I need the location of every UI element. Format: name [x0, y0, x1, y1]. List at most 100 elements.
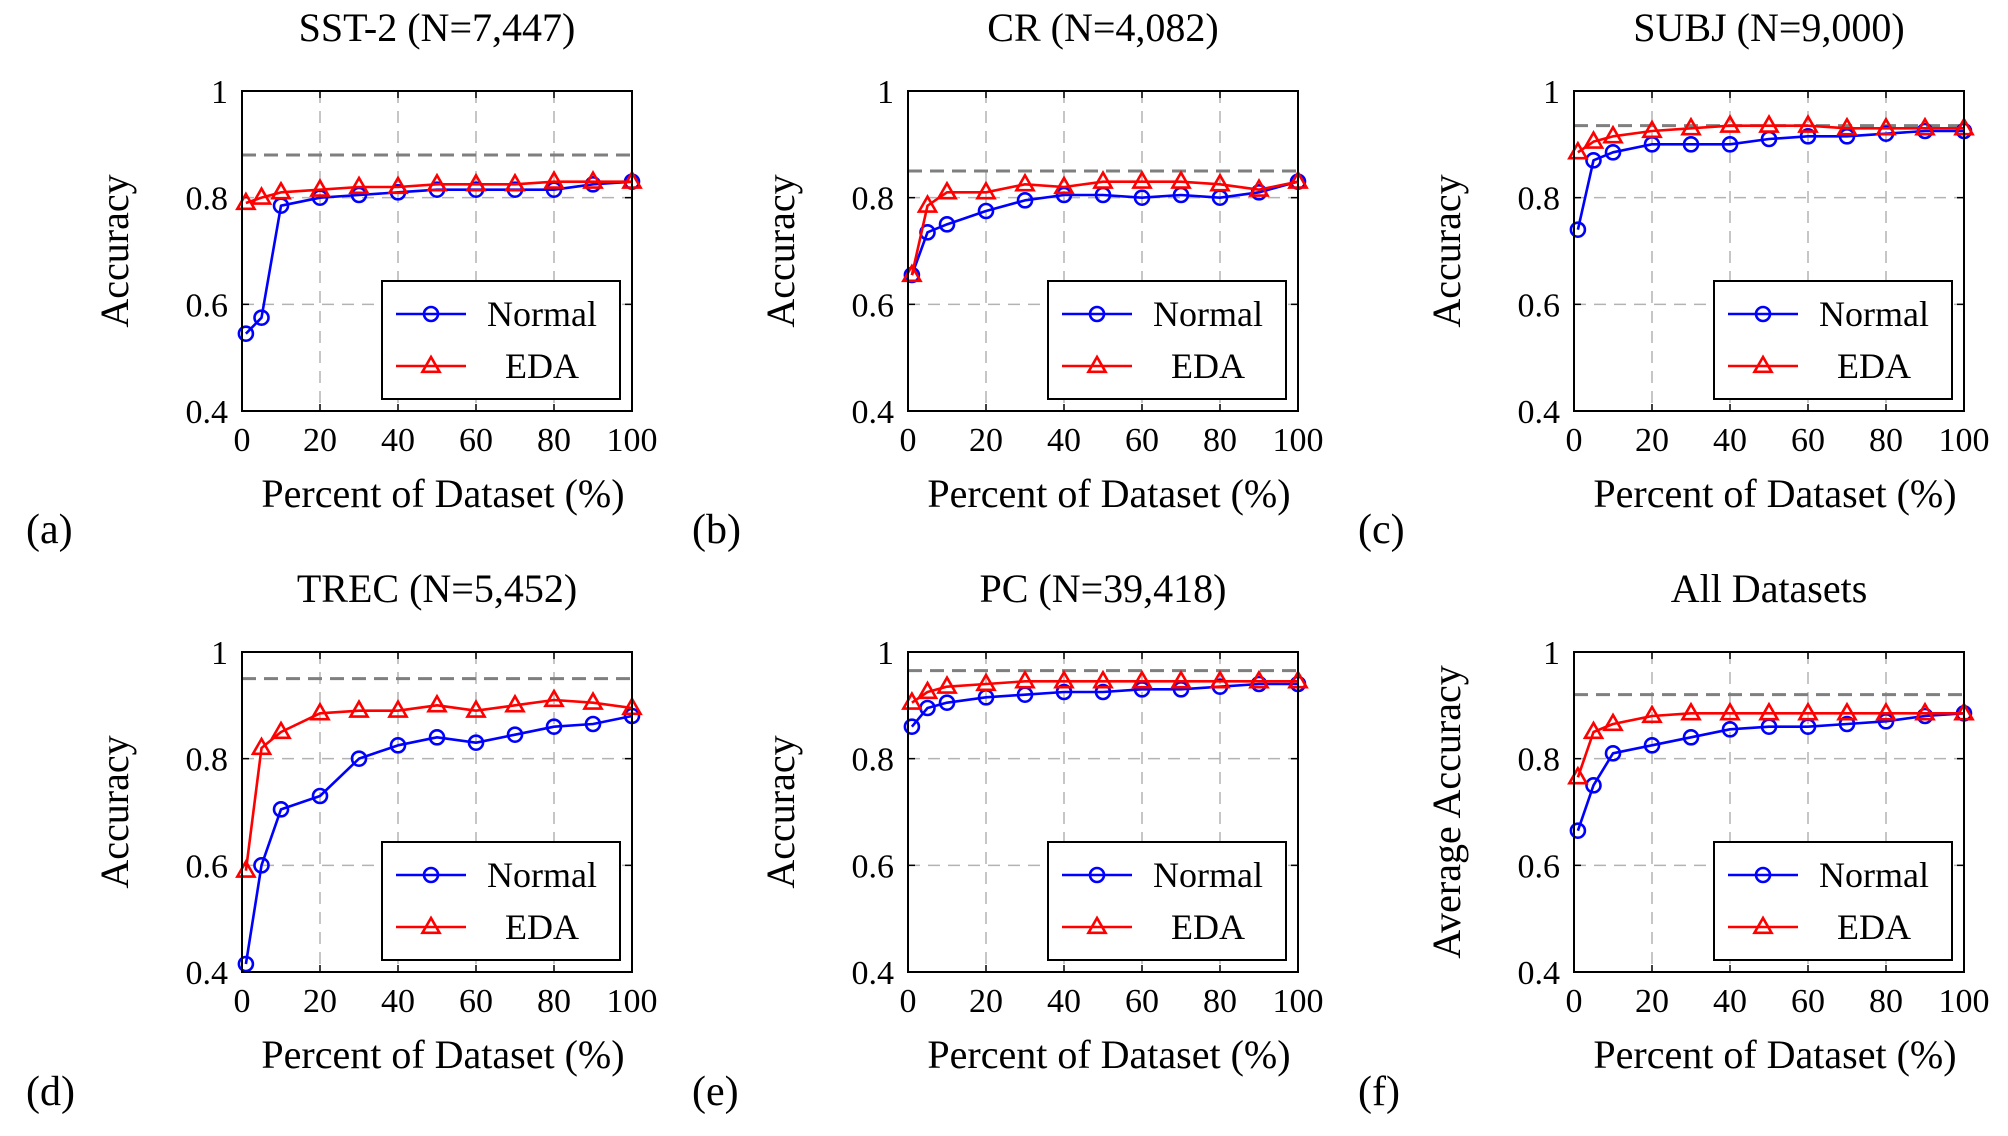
data-point-normal — [1721, 721, 1739, 738]
data-point-eda — [1914, 701, 1936, 721]
y-tick-label: 0.8 — [852, 181, 895, 218]
data-point-eda — [1209, 172, 1231, 192]
data-point-normal — [428, 729, 446, 746]
data-point-normal — [389, 737, 407, 754]
data-point-normal — [1643, 737, 1661, 754]
data-point-normal — [253, 309, 270, 326]
panel-label-a: (a) — [26, 507, 73, 553]
data-point-normal — [545, 718, 563, 735]
x-tick-label: 40 — [381, 983, 415, 1020]
y-tick-label: 0.6 — [1518, 848, 1561, 885]
panel-label-b: (b) — [692, 507, 741, 553]
legend-marker — [1086, 354, 1108, 374]
plot-frame — [1573, 90, 1965, 412]
legend-entry-normal: Normal — [1728, 855, 1929, 895]
x-tick-label: 40 — [1713, 983, 1747, 1020]
x-axis-label: Percent of Dataset (%) — [927, 471, 1290, 516]
y-axis-label: Accuracy — [758, 735, 803, 888]
panel-label-c: (c) — [1358, 507, 1405, 553]
data-point-normal — [938, 216, 956, 233]
y-axis-label: Accuracy — [92, 174, 137, 327]
series-normal — [1569, 122, 1973, 238]
data-point-eda — [543, 688, 565, 708]
chart-3: 0 20 40 60 80 100 0.4 0.6 0.8 1 SUBJ (N=9,000) Perc… — [1424, 5, 1990, 516]
chart-title: PC (N=39,418) — [979, 566, 1226, 611]
y-tick-label: 0.6 — [852, 287, 895, 324]
y-axis-label: Accuracy — [92, 735, 137, 888]
x-tick-label: 0 — [900, 983, 917, 1020]
x-axis-label: Percent of Dataset (%) — [927, 1032, 1290, 1077]
data-point-normal — [1604, 745, 1622, 762]
x-tick-label: 20 — [1635, 983, 1669, 1020]
legend-label: Normal — [1819, 855, 1929, 895]
data-point-eda — [1170, 669, 1192, 689]
data-point-normal — [938, 694, 956, 711]
x-tick-label: 100 — [1273, 422, 1324, 459]
series-normal — [903, 173, 1307, 284]
data-point-eda — [1758, 701, 1780, 721]
y-tick-label: 1 — [1543, 635, 1560, 672]
data-point-eda — [1131, 170, 1153, 189]
legend-box — [1713, 841, 1953, 961]
x-axis-label: Percent of Dataset (%) — [261, 1032, 624, 1077]
legend-box — [381, 841, 621, 961]
legend-box — [1047, 841, 1287, 961]
data-point-normal — [977, 202, 995, 220]
x-axis-label: Percent of Dataset (%) — [1593, 471, 1956, 516]
x-tick-label: 0 — [234, 983, 251, 1020]
chart-title: CR (N=4,082) — [987, 5, 1218, 50]
y-tick-label: 1 — [1543, 74, 1560, 111]
data-point-eda — [1582, 720, 1605, 740]
y-axis-label: Accuracy — [758, 174, 803, 327]
legend-marker — [1752, 354, 1774, 374]
x-tick-label: 40 — [1047, 983, 1081, 1020]
legend-label: Normal — [487, 855, 597, 895]
x-tick-label: 20 — [969, 422, 1003, 459]
x-axis-label: Percent of Dataset (%) — [1593, 1032, 1956, 1077]
legend: Normal EDA — [381, 280, 621, 400]
data-point-eda — [1209, 669, 1231, 689]
y-tick-label: 0.8 — [186, 742, 229, 779]
legend: Normal EDA — [1047, 841, 1287, 961]
data-point-eda — [1131, 669, 1153, 689]
data-point-normal — [1055, 683, 1073, 701]
x-tick-label: 20 — [303, 983, 337, 1020]
data-point-eda — [270, 720, 292, 740]
y-tick-label: 0.8 — [852, 742, 895, 779]
chart-2: 0 20 40 60 80 100 0.4 0.6 0.8 1 CR (N=4,082) Percen… — [758, 5, 1324, 516]
legend-marker — [1088, 866, 1106, 884]
data-point-eda — [1758, 114, 1780, 133]
x-tick-label: 100 — [1939, 422, 1990, 459]
y-tick-label: 1 — [877, 635, 894, 672]
data-point-eda — [1680, 116, 1702, 136]
plot-frame — [907, 90, 1299, 412]
legend: Normal EDA — [381, 841, 621, 961]
data-point-eda — [270, 180, 292, 200]
data-point-eda — [465, 172, 487, 192]
data-point-normal — [1682, 136, 1700, 153]
data-point-eda — [504, 172, 526, 192]
legend-marker — [1088, 305, 1106, 323]
legend-entry-normal: Normal — [1062, 855, 1263, 895]
legend: Normal EDA — [1047, 280, 1287, 400]
legend-label: EDA — [1171, 346, 1245, 386]
data-point-eda — [1641, 704, 1663, 724]
data-point-eda — [1719, 114, 1741, 133]
legend-marker — [422, 305, 440, 323]
y-tick-label: 0.4 — [1518, 955, 1561, 992]
data-point-eda — [426, 693, 448, 713]
data-point-normal — [350, 750, 368, 767]
x-axis-label: Percent of Dataset (%) — [261, 471, 624, 516]
legend-label: EDA — [1837, 346, 1911, 386]
legend-entry-normal: Normal — [1728, 294, 1929, 334]
x-tick-label: 60 — [1791, 983, 1825, 1020]
x-tick-label: 80 — [1203, 422, 1237, 459]
chart-title: All Datasets — [1671, 566, 1868, 611]
legend-marker — [1752, 915, 1774, 935]
y-axis-label: Average Accuracy — [1424, 665, 1469, 959]
y-tick-label: 0.4 — [186, 394, 229, 431]
legend-marker — [422, 866, 440, 884]
series-eda — [1567, 114, 1975, 160]
data-point-normal — [253, 857, 270, 874]
data-point-eda — [1014, 669, 1036, 689]
